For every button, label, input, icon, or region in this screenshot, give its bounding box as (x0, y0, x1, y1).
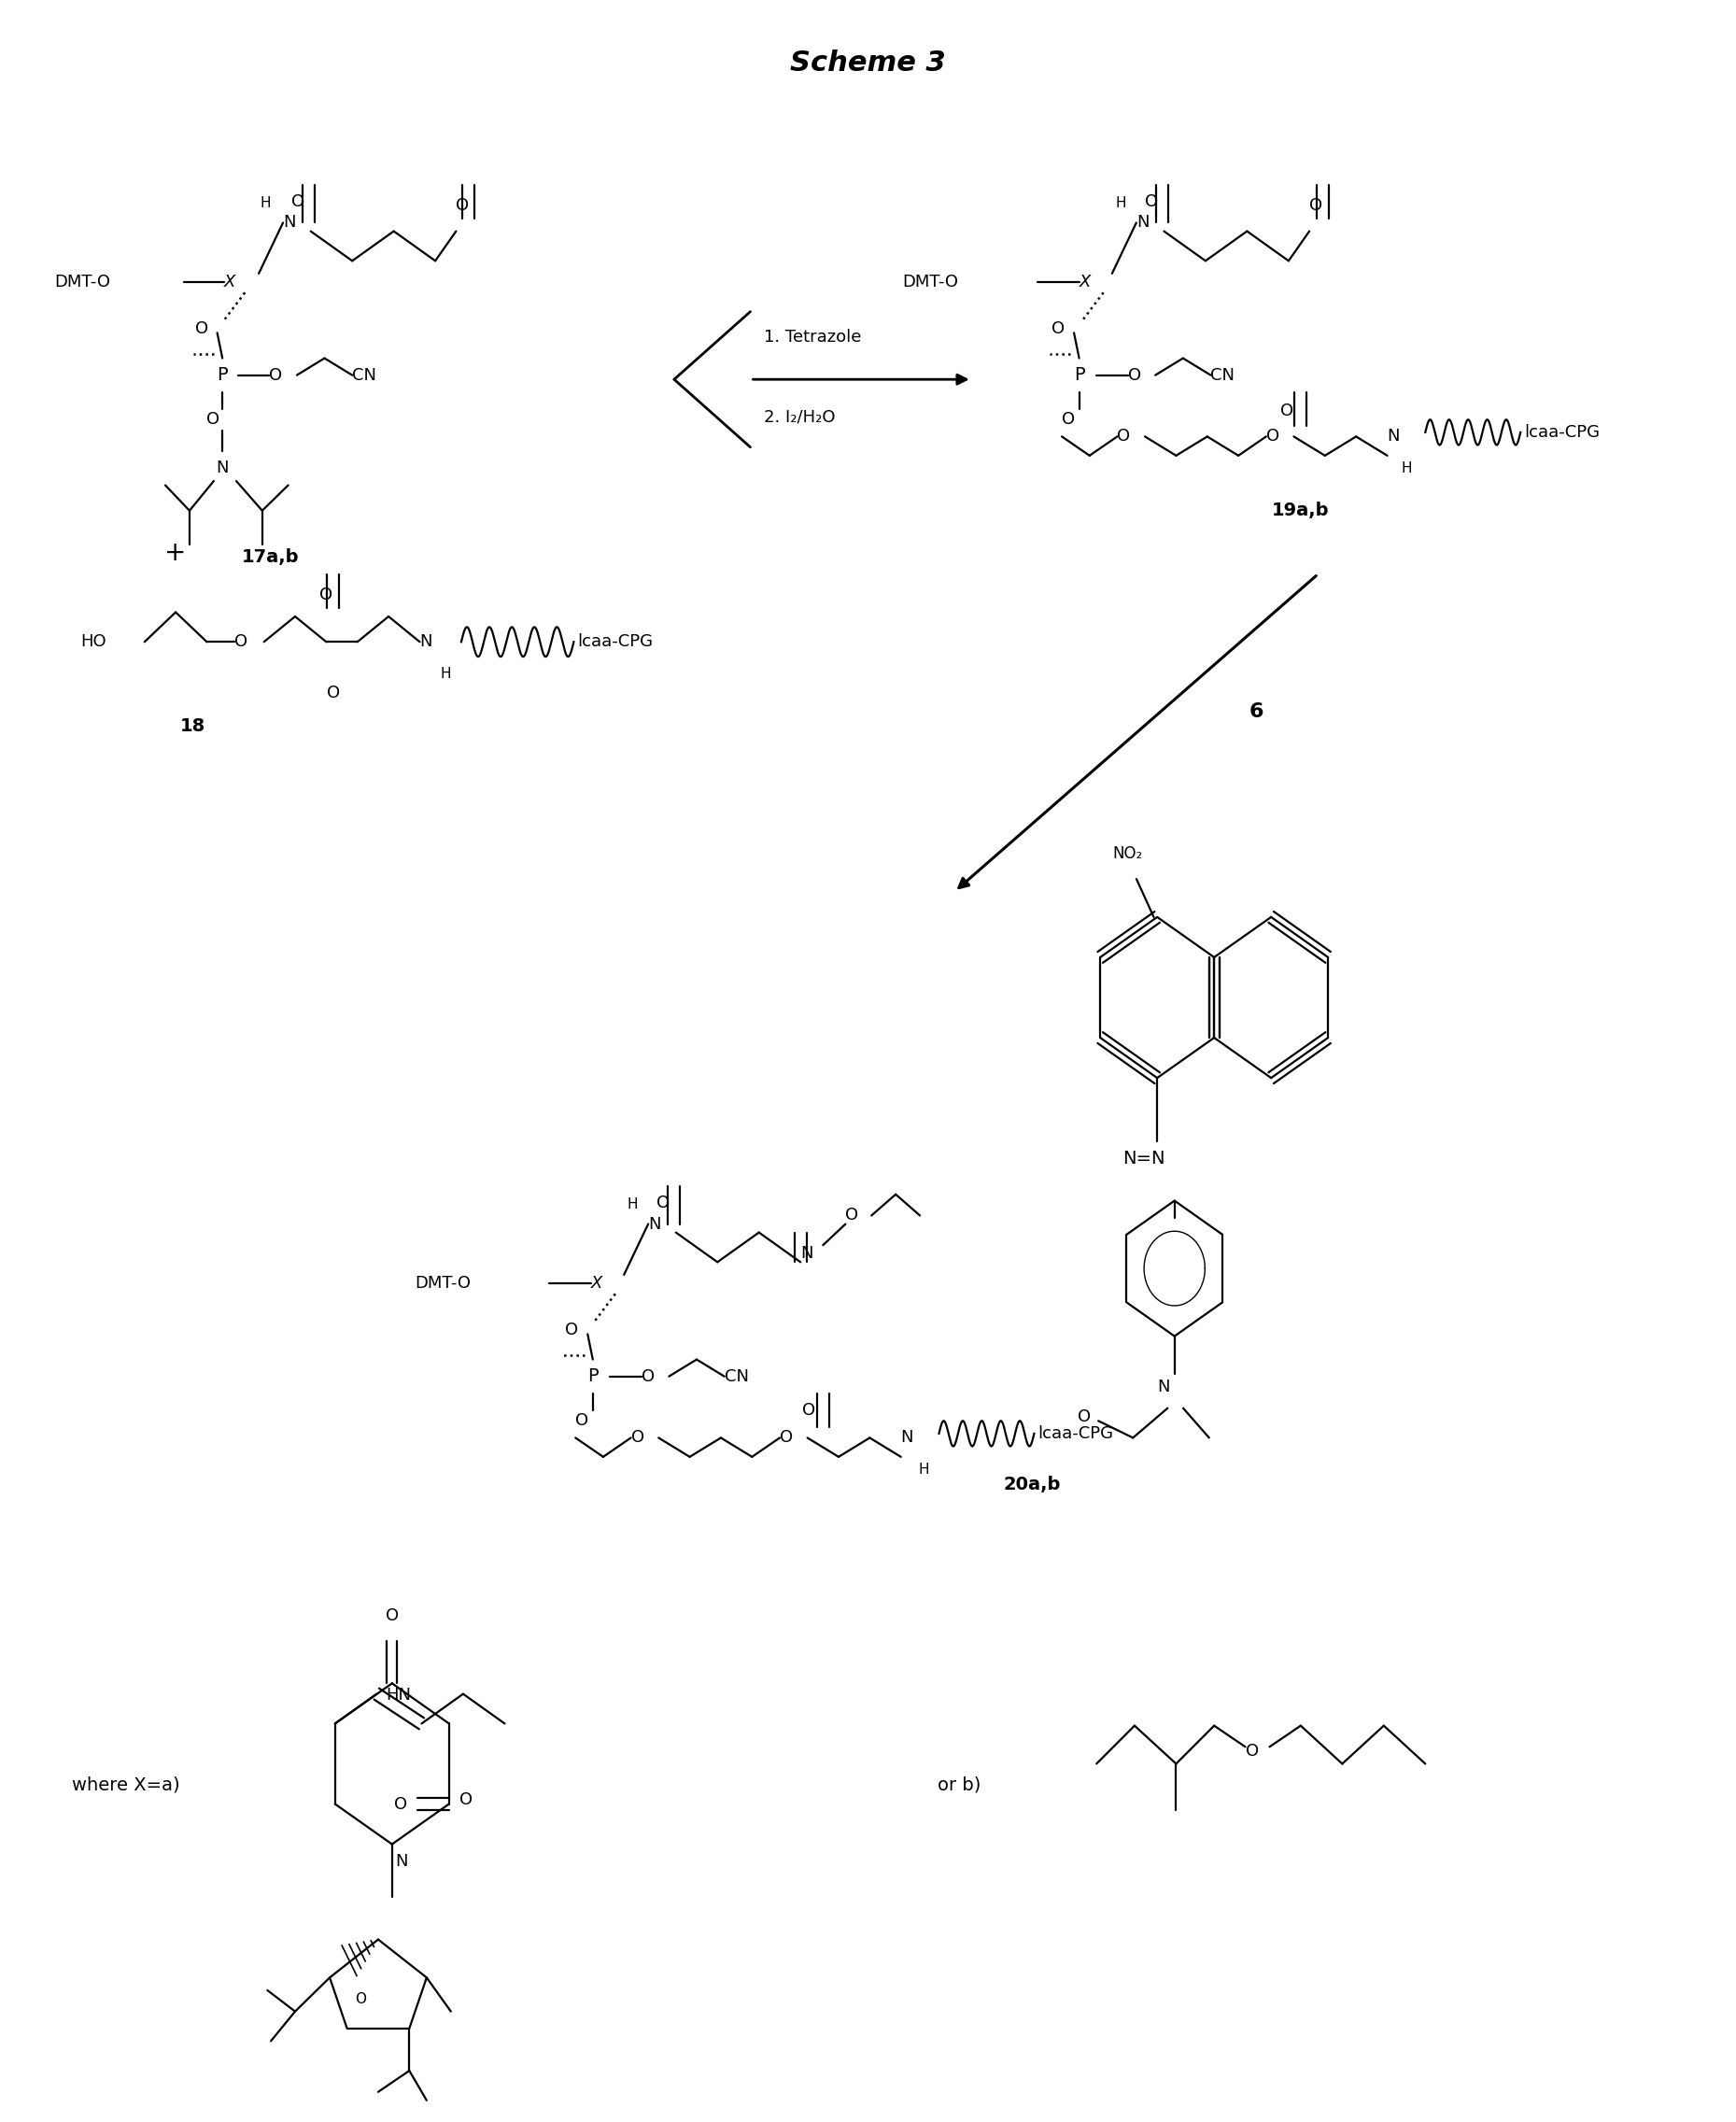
Text: where X=a): where X=a) (71, 1776, 181, 1793)
Text: O: O (460, 1791, 472, 1808)
Text: H: H (260, 195, 271, 210)
Text: O: O (1266, 429, 1279, 446)
Text: O: O (566, 1322, 578, 1339)
Text: or b): or b) (937, 1776, 981, 1793)
Text: O: O (1245, 1742, 1259, 1759)
Text: 1. Tetrazole: 1. Tetrazole (764, 329, 861, 346)
Text: P: P (1075, 367, 1085, 384)
Text: O: O (1128, 367, 1141, 384)
Text: H: H (918, 1462, 929, 1477)
Text: HO: HO (80, 634, 106, 649)
Text: 17a,b: 17a,b (241, 547, 300, 567)
Text: 18: 18 (181, 717, 205, 736)
Text: O: O (576, 1413, 589, 1430)
Text: CN: CN (724, 1369, 748, 1386)
Text: O: O (326, 683, 340, 700)
Text: N: N (901, 1430, 913, 1447)
Text: P: P (217, 367, 227, 384)
Text: NO₂: NO₂ (1113, 845, 1142, 862)
Text: N: N (283, 214, 295, 231)
Text: H: H (441, 666, 451, 681)
Text: O: O (207, 412, 220, 429)
Text: O: O (1118, 429, 1130, 446)
Text: O: O (1052, 320, 1064, 337)
Text: HN: HN (385, 1687, 411, 1704)
Text: O: O (457, 197, 469, 214)
Text: O: O (356, 1993, 366, 2005)
Text: N: N (1158, 1379, 1170, 1396)
Text: O: O (194, 320, 208, 337)
Text: O: O (1146, 193, 1158, 210)
Text: O: O (656, 1195, 670, 1212)
Text: 6: 6 (1248, 702, 1264, 721)
Text: lcaa-CPG: lcaa-CPG (1038, 1426, 1113, 1443)
Text: N: N (215, 460, 227, 477)
Text: O: O (1279, 403, 1293, 420)
Text: O: O (1309, 197, 1323, 214)
Text: DMT-O: DMT-O (415, 1275, 470, 1292)
Text: N=N: N=N (1123, 1150, 1165, 1167)
Text: lcaa-CPG: lcaa-CPG (1524, 424, 1599, 441)
Text: O: O (1078, 1409, 1090, 1426)
Text: O: O (630, 1430, 644, 1447)
Text: DMT-O: DMT-O (54, 274, 111, 291)
Text: 2. I₂/H₂O: 2. I₂/H₂O (764, 410, 835, 427)
Text: O: O (319, 588, 333, 605)
Text: O: O (1062, 412, 1075, 429)
Text: DMT-O: DMT-O (903, 274, 958, 291)
Text: O: O (385, 1606, 399, 1623)
Text: 19a,b: 19a,b (1272, 501, 1330, 520)
Text: P: P (587, 1367, 599, 1386)
Text: O: O (779, 1430, 793, 1447)
Text: Scheme 3: Scheme 3 (790, 49, 946, 76)
Text: O: O (292, 193, 306, 210)
Text: X: X (590, 1275, 602, 1292)
Text: X: X (1080, 274, 1090, 291)
Text: H: H (1115, 195, 1127, 210)
Text: N: N (648, 1216, 661, 1233)
Text: N: N (420, 634, 432, 649)
Text: CN: CN (352, 367, 377, 384)
Text: N: N (396, 1853, 408, 1869)
Text: X: X (224, 274, 236, 291)
Text: H: H (627, 1197, 637, 1212)
Text: +: + (165, 539, 186, 567)
Text: O: O (641, 1369, 654, 1386)
Text: O: O (269, 367, 283, 384)
Text: N: N (1137, 214, 1149, 231)
Text: N: N (800, 1246, 812, 1263)
Text: O: O (802, 1403, 816, 1420)
Text: O: O (394, 1795, 408, 1812)
Text: CN: CN (1210, 367, 1234, 384)
Text: lcaa-CPG: lcaa-CPG (578, 634, 653, 649)
Text: O: O (845, 1207, 859, 1224)
Text: H: H (1401, 460, 1411, 475)
Text: O: O (234, 634, 248, 649)
Text: N: N (1387, 429, 1399, 446)
Text: 20a,b: 20a,b (1003, 1475, 1061, 1494)
